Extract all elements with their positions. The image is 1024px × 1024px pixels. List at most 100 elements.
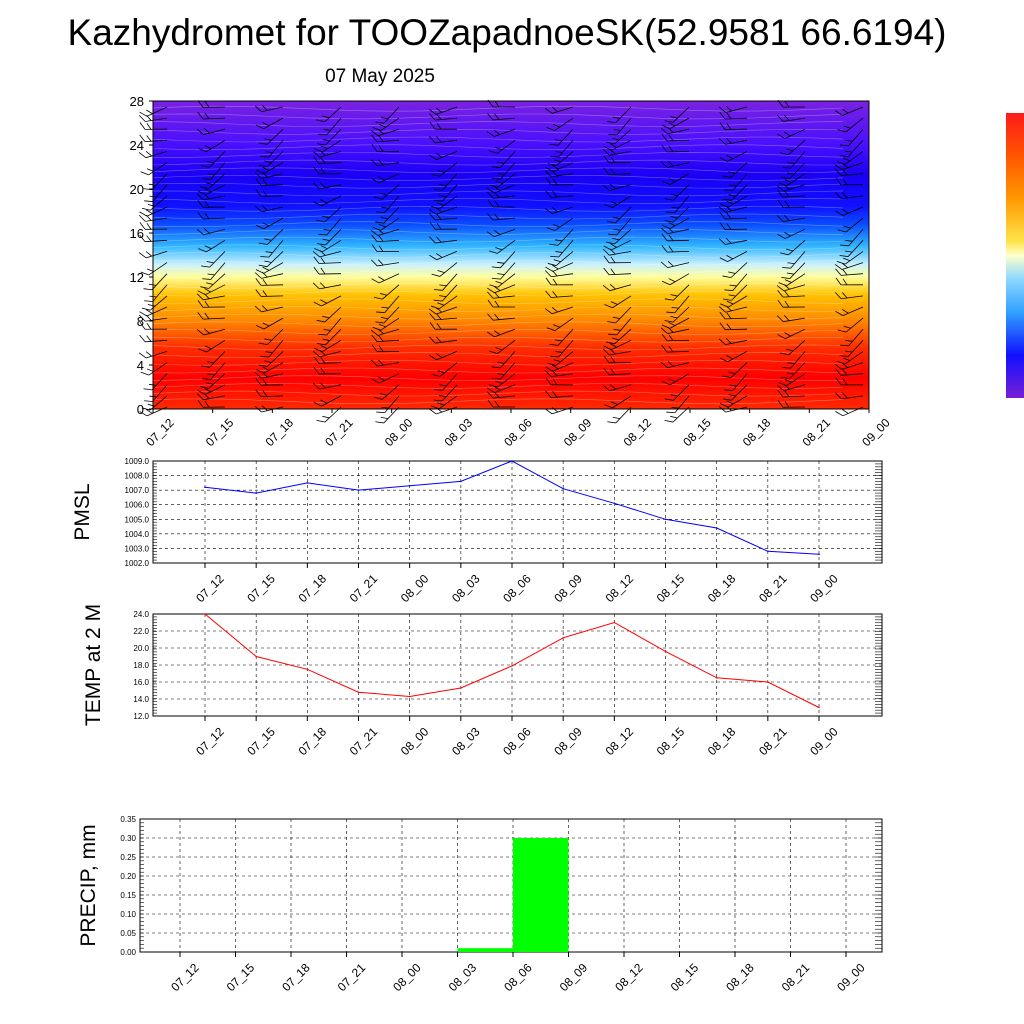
wind-barb-flag (139, 122, 146, 130)
wind-barb-shaft (667, 328, 690, 335)
wind-barb (429, 213, 458, 221)
wind-barb-shaft (493, 195, 516, 199)
wind-barb-flag (489, 250, 498, 254)
wind-barb-flag (146, 109, 153, 115)
wind-barb-flag (662, 381, 671, 386)
x-tick-label: 08_12 (612, 960, 646, 994)
wind-barb-shaft (727, 195, 748, 208)
wind-barb (545, 277, 574, 286)
wind-barb-shaft (439, 262, 458, 277)
wind-barb (312, 150, 342, 158)
wind-barb-shaft (558, 340, 574, 358)
wind-barb-flag (544, 170, 552, 178)
wind-barb-shaft (148, 162, 168, 176)
wind-barb-shaft (378, 373, 400, 384)
wind-barb (196, 193, 226, 201)
wind-barb-flag (787, 162, 795, 164)
wind-barb-shaft (667, 162, 690, 168)
wind-barb-flag (378, 235, 384, 242)
y-tick-label: 8 (137, 314, 144, 329)
wind-barb (780, 239, 806, 256)
wind-barb-flag (610, 156, 616, 164)
wind-barb-shaft (263, 262, 284, 274)
contour-line (152, 128, 844, 135)
wind-barb (544, 206, 574, 214)
wind-barb-flag (553, 324, 561, 328)
wind-barb-flag (439, 295, 447, 298)
wind-barb (608, 317, 632, 336)
y-tick-label: 1009.0 (125, 457, 150, 466)
wind-barb-flag (436, 213, 442, 220)
wind-barb-flag (552, 224, 560, 228)
wind-barb-flag (197, 400, 204, 408)
data-point (613, 621, 616, 624)
wind-barb-flag (487, 299, 494, 308)
wind-barb (777, 328, 806, 340)
x-tick-label: 07_15 (224, 960, 258, 994)
wind-barb (660, 227, 690, 235)
wind-barb-shaft (146, 206, 168, 217)
wind-barb (429, 351, 458, 361)
wind-barb (313, 195, 342, 207)
wind-barb (373, 284, 400, 300)
wind-barb-flag (141, 207, 151, 211)
wind-barb (666, 395, 690, 414)
wind-barb-flag (376, 411, 385, 414)
wind-barb-flag (320, 157, 326, 164)
wind-barb-flag (258, 164, 268, 168)
wind-barb (835, 392, 864, 400)
wind-barb (196, 393, 226, 401)
wind-barb-shaft (554, 317, 574, 332)
wind-barb (604, 195, 632, 208)
wind-barb-shaft (493, 395, 516, 399)
wind-barb (602, 284, 632, 292)
wind-barb-shaft (667, 128, 690, 135)
wind-barb (661, 144, 690, 153)
wind-barb (313, 395, 342, 407)
wind-barb (719, 322, 748, 331)
wind-barb-flag (602, 184, 611, 191)
wind-barb (836, 251, 864, 265)
wind-barb-flag (610, 201, 618, 205)
wind-barb-flag (262, 379, 268, 386)
wind-barb (370, 159, 400, 167)
y-tick-label: 14.0 (133, 695, 149, 704)
wind-barb-flag (785, 248, 794, 252)
wind-barb-flag (435, 253, 443, 258)
wind-barb-flag (613, 229, 621, 231)
y-tick-label: 0.05 (120, 929, 136, 938)
x-tick-label: 08_00 (382, 415, 416, 449)
wind-barb-shaft (266, 128, 284, 145)
wind-barb (316, 328, 342, 346)
wind-barb-shaft (555, 351, 574, 366)
wind-barb-flag (437, 402, 445, 406)
wind-barb-flag (262, 366, 270, 371)
wind-barb (606, 328, 632, 345)
wind-barb-flag (726, 300, 734, 305)
wind-barb-flag (312, 382, 320, 390)
wind-barb (722, 362, 748, 379)
wind-barb-flag (487, 399, 494, 408)
contour-line (152, 252, 844, 258)
wind-barb-flag (837, 229, 847, 233)
wind-barb-flag (841, 262, 849, 268)
wind-barb-shaft (322, 239, 342, 253)
wind-barb-flag (845, 350, 853, 353)
data-point (715, 677, 718, 679)
wind-barb-shaft (210, 262, 226, 280)
wind-barb-shaft (552, 362, 574, 372)
wind-barb-flag (374, 396, 383, 400)
x-tick-label: 08_09 (551, 724, 585, 758)
wind-barb-flag (726, 112, 732, 120)
wind-barb (664, 284, 690, 301)
wind-barb-flag (204, 245, 212, 250)
wind-barb (839, 128, 864, 147)
wind-barb (428, 406, 458, 415)
wind-barb-flag (725, 137, 732, 144)
wind-barb-flag (786, 172, 795, 175)
wind-barb-flag (497, 273, 505, 276)
wind-barb-flag (262, 222, 270, 227)
wind-barb-flag (207, 273, 215, 276)
wind-barb-flag (377, 228, 384, 235)
wind-barb-flag (497, 373, 505, 375)
